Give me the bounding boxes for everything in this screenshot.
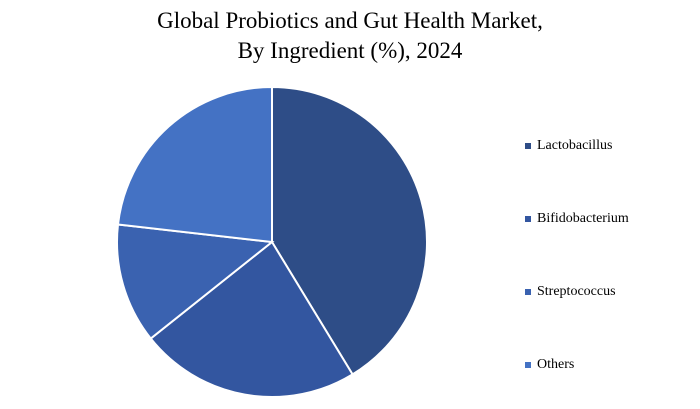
legend-marker — [525, 216, 531, 222]
legend-marker — [525, 143, 531, 149]
pie-slice — [149, 240, 354, 398]
pie-slice — [116, 223, 275, 340]
legend-label: Others — [537, 357, 574, 372]
legend-label: Bifidobacterium — [537, 211, 629, 226]
pie-slice — [116, 85, 273, 244]
legend-marker — [525, 289, 531, 295]
chart-title: Global Probiotics and Gut Health Market,… — [157, 8, 543, 63]
legend-label: Lactobacillus — [537, 138, 612, 153]
legend-label: Streptococcus — [537, 284, 616, 299]
legend-marker — [525, 362, 531, 368]
pie-slice — [271, 85, 428, 376]
